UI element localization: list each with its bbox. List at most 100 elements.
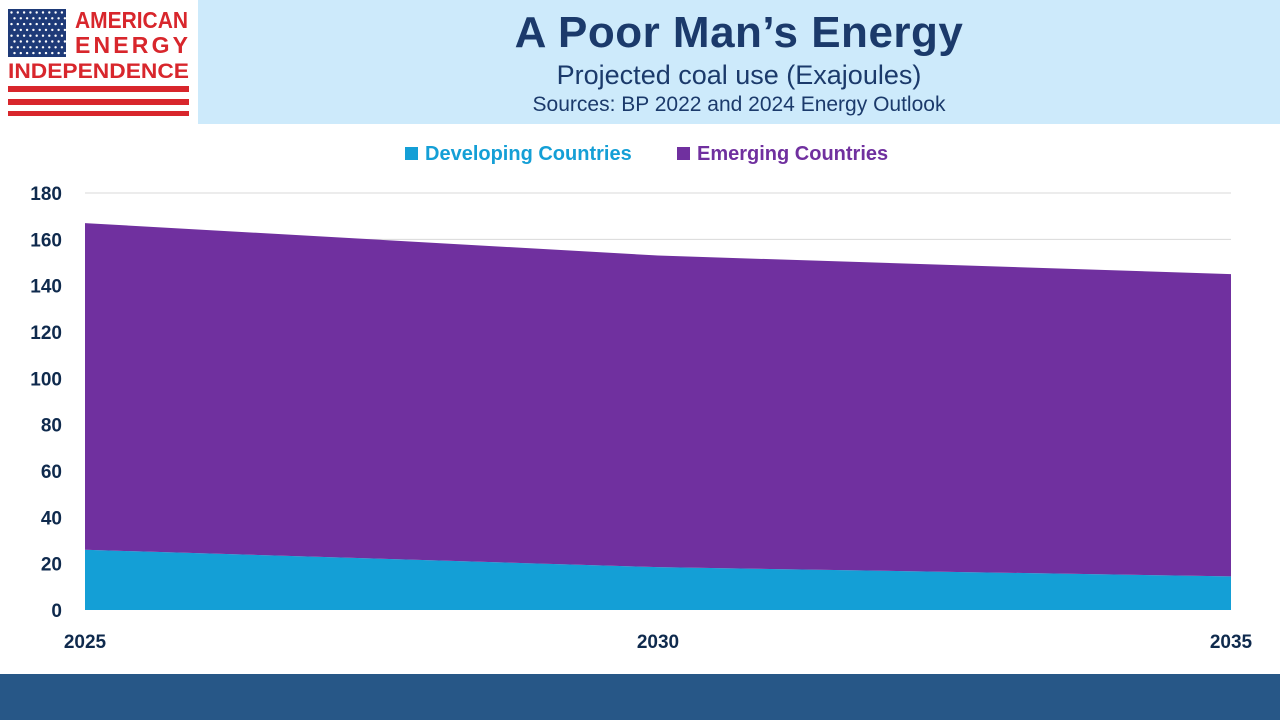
flag-star xyxy=(41,34,45,37)
y-tick-label: 40 xyxy=(41,508,62,529)
flag-stripe xyxy=(8,86,189,92)
flag-star xyxy=(44,17,48,20)
flag-star xyxy=(13,28,16,32)
flag-star xyxy=(32,40,35,43)
flag-star xyxy=(63,51,67,55)
flag-star xyxy=(35,11,38,14)
flag-star xyxy=(16,46,19,49)
chart-subtitle: Projected coal use (Exajoules) xyxy=(556,60,922,90)
flag-star xyxy=(57,51,60,55)
flag-star xyxy=(60,22,64,26)
flag-star xyxy=(57,17,60,20)
flag-star xyxy=(41,22,45,26)
flag-star xyxy=(22,34,26,37)
logo-graphic: AMERICAN ENERGY INDEPENDENCE xyxy=(8,7,189,116)
flag-star xyxy=(63,40,67,43)
flag-star xyxy=(60,11,64,14)
flag-star xyxy=(29,22,32,26)
flag-star xyxy=(16,34,19,37)
x-tick-label: 2030 xyxy=(637,632,679,653)
area-chart: 0 20 40 60 80 100 120 140 160 180 2025 2030 2035 De… xyxy=(30,143,1253,653)
y-tick-label: 140 xyxy=(30,277,62,298)
flag-star xyxy=(35,34,38,37)
flag-stars xyxy=(10,11,67,55)
flag-star xyxy=(13,51,16,55)
flag-star xyxy=(44,51,48,55)
flag-star xyxy=(63,17,67,20)
flag-star xyxy=(32,17,35,20)
footer-bar xyxy=(0,674,1280,720)
flag-star xyxy=(35,46,38,49)
flag-star xyxy=(22,22,26,26)
flag-star xyxy=(60,46,64,49)
flag-star xyxy=(54,11,57,14)
y-tick-label: 60 xyxy=(41,462,62,483)
flag-star xyxy=(29,46,32,49)
flag-star xyxy=(25,40,29,43)
flag-star xyxy=(16,22,19,26)
flag-star xyxy=(41,46,45,49)
flag-star xyxy=(48,46,51,49)
flag-star xyxy=(16,11,19,14)
flag-star xyxy=(51,28,54,32)
legend-swatch xyxy=(677,147,690,160)
legend: Developing Countries Emerging Countries xyxy=(405,143,888,165)
area-developing-countries xyxy=(85,549,1231,610)
flag-stripe xyxy=(8,99,189,105)
y-tick-label: 100 xyxy=(30,369,62,390)
y-tick-label: 80 xyxy=(41,416,62,437)
chart-sources: Sources: BP 2022 and 2024 Energy Outlook xyxy=(532,93,946,116)
y-tick-label: 180 xyxy=(30,184,62,205)
plot-areas xyxy=(85,223,1231,610)
flag-star xyxy=(51,40,54,43)
flag-star xyxy=(54,46,57,49)
logo-line-1: AMERICAN xyxy=(75,7,188,33)
flag-star xyxy=(29,11,32,14)
flag-star xyxy=(48,11,51,14)
flag-star xyxy=(25,28,29,32)
flag-star xyxy=(48,22,51,26)
chart-title: A Poor Man’s Energy xyxy=(514,8,964,57)
logo-line-2: ENERGY xyxy=(75,32,188,58)
header-banner: A Poor Man’s Energy Projected coal use (… xyxy=(198,0,1280,124)
flag-star xyxy=(51,51,54,55)
flag-star xyxy=(25,51,29,55)
legend-label: Emerging Countries xyxy=(697,143,888,165)
flag-star xyxy=(38,40,41,43)
y-tick-label: 0 xyxy=(51,601,62,622)
flag-star xyxy=(13,40,16,43)
flag-star xyxy=(38,28,41,32)
flag-star xyxy=(38,17,41,20)
x-axis: 2025 2030 2035 xyxy=(64,632,1253,653)
flag-star xyxy=(22,11,26,14)
flag-star xyxy=(10,11,13,14)
flag-star xyxy=(32,28,35,32)
flag-star xyxy=(10,34,13,37)
flag-star xyxy=(10,46,13,49)
flag-star xyxy=(22,46,26,49)
flag-star xyxy=(51,17,54,20)
legend-swatch xyxy=(405,147,418,160)
flag-star xyxy=(57,28,60,32)
flag-star xyxy=(38,51,41,55)
y-axis: 0 20 40 60 80 100 120 140 160 180 xyxy=(30,184,62,622)
flag-star xyxy=(60,34,64,37)
flag-star xyxy=(19,28,22,32)
flag-star xyxy=(41,11,45,14)
flag-stripe xyxy=(8,111,189,116)
flag-star xyxy=(13,17,16,20)
flag-star xyxy=(35,22,38,26)
american-energy-independence-logo: AMERICAN ENERGY INDEPENDENCE xyxy=(0,0,198,124)
y-tick-label: 120 xyxy=(30,323,62,344)
flag-star xyxy=(48,34,51,37)
flag-star xyxy=(25,17,29,20)
flag-star xyxy=(44,28,48,32)
x-tick-label: 2035 xyxy=(1210,632,1253,653)
flag-star xyxy=(19,40,22,43)
legend-label: Developing Countries xyxy=(425,143,632,165)
flag-star xyxy=(63,28,67,32)
flag-star xyxy=(57,40,60,43)
area-emerging-countries xyxy=(85,223,1231,577)
logo-line-3: INDEPENDENCE xyxy=(8,60,189,83)
flag-canton xyxy=(8,9,66,57)
